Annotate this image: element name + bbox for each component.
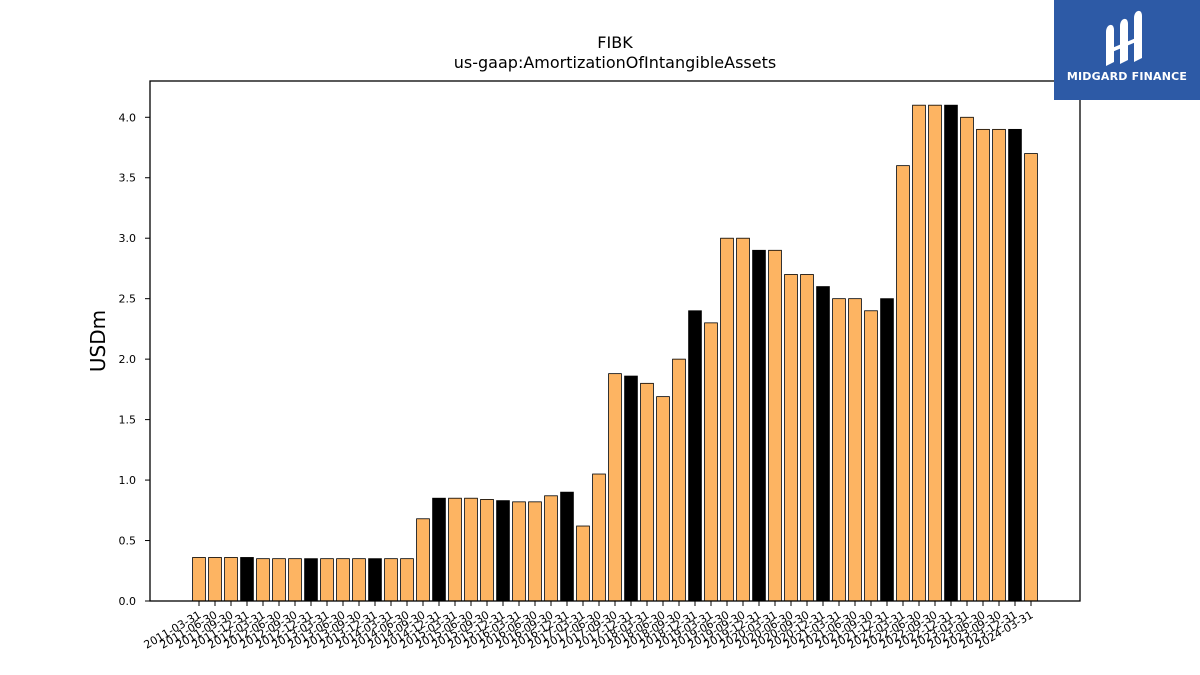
bar-2023-12-31 [1008,128,1022,602]
bar-2019-06-30 [720,237,734,602]
bar-2019-03-31 [704,322,718,602]
bar-2022-09-30 [928,104,942,602]
y-tick-label: 4.0 [119,111,137,124]
bar-2015-12-31 [496,500,510,602]
y-tick-label: 1.5 [119,414,137,427]
bar-2018-03-31 [640,382,654,602]
bar-2011-09-30 [224,557,238,602]
bar-2017-09-30 [608,373,622,602]
bar-2016-06-30 [528,501,542,602]
bar-2015-06-30 [464,497,478,602]
bar-2020-03-31 [768,249,782,602]
bar-2017-03-31 [576,525,590,602]
bar-2011-06-30 [208,557,222,602]
y-axis-label: USDm [86,310,110,372]
bar-2024-03-31 [1024,153,1038,602]
bars-group [192,104,1038,602]
y-tick-label: 2.5 [119,293,137,306]
chart-title: FIBK [597,33,633,52]
y-tick-label: 0.0 [119,595,137,608]
bar-2023-06-30 [976,128,990,602]
bar-2012-12-31 [304,558,318,602]
bar-2018-12-31 [688,310,702,602]
logo-text: MIDGARD FINANCE [1066,70,1188,83]
bar-2023-03-31 [960,116,974,602]
bar-2017-06-30 [592,473,606,602]
y-ticks-group: 0.0 0.5 1.0 1.5 2.0 2.5 3.0 3.5 4.0 [119,111,150,608]
plot-frame [149,80,1081,602]
bar-2013-12-31 [368,558,382,602]
bar-2016-03-31 [512,501,526,602]
bar-2019-09-30 [736,237,750,602]
bar-2015-03-31 [448,497,462,602]
bar-2017-12-31 [624,375,638,602]
bar-2018-09-30 [672,358,686,602]
bar-2023-09-30 [992,128,1006,602]
bar-2014-09-30 [416,518,430,602]
bar-2022-12-31 [944,104,958,602]
bar-2020-06-30 [784,274,798,602]
bar-2014-12-31 [432,497,446,602]
midgard-logo-icon [1106,10,1142,66]
bar-2021-03-31 [832,298,846,602]
y-tick-label: 3.5 [119,172,137,185]
bar-2020-09-30 [800,274,814,602]
bar-2016-12-31 [560,491,574,602]
bar-2013-03-31 [320,558,334,602]
chart-subtitle: us-gaap:AmortizationOfIntangibleAssets [454,53,776,72]
bar-2012-06-30 [272,558,286,602]
y-tick-label: 2.0 [119,353,137,366]
bar-2021-06-30 [848,298,862,602]
bar-2021-09-30 [864,310,878,602]
bar-2012-03-31 [256,558,270,602]
bar-2014-06-30 [400,558,414,602]
bar-2014-03-31 [384,558,398,602]
bar-2016-09-30 [544,495,558,602]
bar-2019-12-31 [752,249,766,602]
bar-2011-03-31 [192,557,206,602]
y-tick-label: 1.0 [119,474,137,487]
bar-2021-12-31 [880,298,894,602]
bar-2011-12-31 [240,557,254,602]
bar-2012-09-30 [288,558,302,602]
x-ticks-group: 2011-03-312011-06-302011-09-302011-12-31… [142,601,1036,652]
y-tick-label: 0.5 [119,535,137,548]
bar-2022-06-30 [912,104,926,602]
bar-2020-12-31 [816,286,830,602]
bar-2015-09-30 [480,499,494,602]
brand-logo: MIDGARD FINANCE [1054,0,1200,100]
y-tick-label: 3.0 [119,232,137,245]
bar-2013-09-30 [352,558,366,602]
bar-2022-03-31 [896,165,910,602]
bar-2013-06-30 [336,558,350,602]
bar-2018-06-30 [656,396,670,602]
